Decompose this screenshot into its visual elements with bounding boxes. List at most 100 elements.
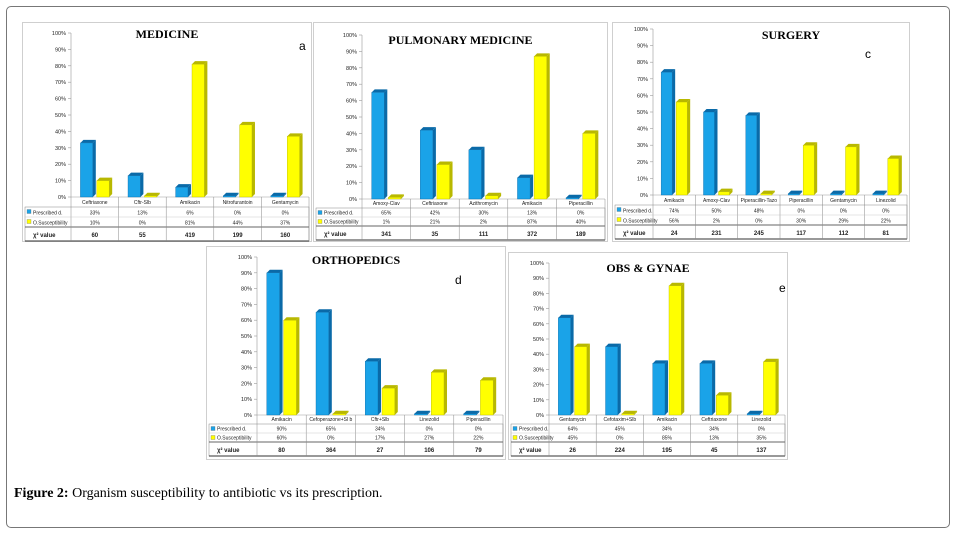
chi-value: 112	[839, 231, 849, 237]
bar-top	[96, 177, 113, 181]
chi-value: 27	[377, 448, 384, 454]
chi-value: 224	[615, 448, 626, 454]
bar-top	[266, 269, 283, 273]
bar-prescribed	[660, 71, 673, 196]
bar-side	[296, 317, 300, 415]
bar-side	[756, 112, 760, 195]
bar-susceptibility	[332, 413, 346, 416]
bar-top	[582, 130, 599, 134]
chi-value: 79	[475, 448, 482, 454]
legend-entry: Prescribed d.	[623, 209, 652, 215]
bar-top	[703, 109, 718, 112]
bar-side	[814, 142, 818, 195]
data-label: 22%	[881, 219, 892, 225]
bar-top	[420, 127, 436, 131]
bar-top	[534, 53, 550, 57]
y-tick-label: 100%	[530, 261, 544, 267]
data-label: 0%	[798, 209, 806, 215]
data-label: 0%	[426, 427, 434, 433]
figure-frame	[6, 6, 950, 528]
bar-side	[634, 410, 638, 415]
y-tick-label: 20%	[637, 160, 648, 166]
y-tick-label: 50%	[346, 115, 357, 121]
bar-prescribed	[223, 195, 236, 198]
bar-prescribed	[365, 361, 379, 416]
bar-prescribed	[745, 115, 758, 196]
chi-value: 231	[711, 231, 722, 237]
caption-label: Figure 2:	[14, 486, 69, 501]
data-label: 1%	[383, 220, 391, 226]
data-label: 48%	[754, 209, 765, 215]
y-tick-label: 40%	[55, 129, 66, 135]
bar-susceptibility	[887, 158, 900, 196]
chi-value: 195	[662, 448, 673, 454]
legend-entry: O.Susceptibility	[217, 436, 252, 442]
bar-side	[432, 127, 436, 199]
bar-susceptibility	[715, 395, 729, 416]
chi-value: 117	[796, 231, 806, 237]
legend-swatch	[26, 219, 32, 224]
data-label: 0%	[577, 211, 585, 217]
data-label: 6%	[186, 211, 194, 217]
bar-side	[883, 190, 887, 195]
bar-susceptibility	[760, 193, 773, 196]
bar-side	[481, 146, 485, 199]
y-tick-label: 50%	[55, 113, 66, 119]
bar-side	[345, 410, 349, 415]
bar-prescribed	[266, 272, 280, 416]
bar-side	[400, 194, 404, 199]
category-label: Amikacin	[522, 201, 543, 207]
bar-prescribed	[420, 129, 434, 200]
bar-side	[665, 360, 668, 415]
panel-pulmonary-medicine: PULMONARY MEDICINE b 0%10%20%30%40%50%60…	[313, 22, 619, 242]
y-tick-label: 30%	[637, 143, 648, 149]
bar-side	[714, 109, 718, 195]
bar-side	[586, 343, 590, 415]
y-tick-label: 60%	[241, 318, 252, 324]
category-label: Linezolid	[752, 417, 772, 423]
legend-swatch	[210, 435, 216, 440]
bar-top	[718, 188, 733, 192]
bar-side	[279, 269, 283, 415]
bar-top	[270, 192, 287, 196]
bar-top	[463, 410, 480, 414]
data-label: 34%	[375, 427, 386, 433]
legend-entry: O.Susceptibility	[324, 220, 359, 226]
y-tick-label: 60%	[55, 97, 66, 103]
bar-prescribed	[787, 193, 800, 196]
chi-value: 35	[432, 232, 439, 238]
chi-row-label: χ² value	[623, 230, 646, 237]
bar-side	[728, 392, 732, 415]
panel-orthopedics: ORTHOPEDICS d 0% 10% 20% 30% 40% 50% 60% 70% 80%…	[206, 246, 506, 460]
y-tick-label: 70%	[55, 80, 66, 86]
bar-susceptibility	[480, 380, 494, 416]
bar-susceptibility	[533, 56, 547, 200]
bar-susceptibility	[802, 144, 815, 196]
bar-prescribed	[270, 195, 284, 198]
panel-letter: d	[455, 273, 462, 287]
y-tick-label: 30%	[241, 366, 252, 372]
data-table	[24, 206, 310, 242]
y-tick-label: 0%	[640, 193, 648, 199]
bar-side	[841, 190, 845, 195]
category-label: Cefoperazone+Sl b	[309, 417, 352, 423]
bar-susceptibility	[485, 195, 499, 200]
y-tick-label: 100%	[238, 255, 252, 261]
y-tick-label: 70%	[346, 82, 357, 88]
bar-side	[188, 184, 191, 197]
y-tick-label: 60%	[346, 99, 357, 105]
bar-susceptibility	[191, 63, 205, 198]
chi-value: 80	[278, 448, 285, 454]
bar-susceptibility	[283, 319, 297, 416]
data-label: 90%	[277, 427, 288, 433]
bar-side	[394, 385, 398, 415]
bar-side	[799, 190, 803, 195]
legend-swatch	[26, 209, 32, 214]
bar-top	[661, 69, 676, 73]
figure-caption: Figure 2: Organism susceptibility to ant…	[14, 486, 383, 502]
bar-top	[830, 190, 845, 194]
chi-row-label: χ² value	[33, 232, 56, 239]
chi-value: 189	[576, 232, 587, 238]
bar-top	[803, 142, 818, 146]
data-label: 50%	[711, 209, 722, 215]
